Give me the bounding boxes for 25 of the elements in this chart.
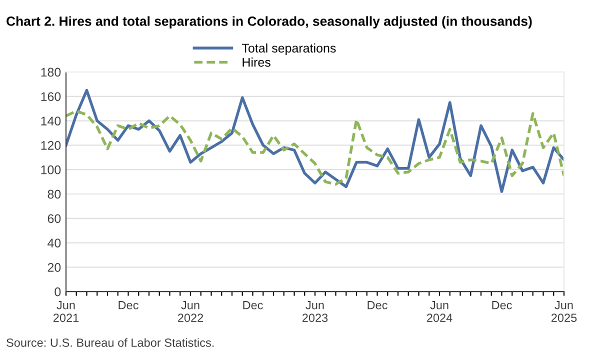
y-tick-label: 140 — [41, 116, 61, 126]
line-series — [66, 88, 564, 193]
y-tick-label: 180 — [41, 68, 61, 77]
x-tick-label: Jun 2024 — [426, 301, 452, 322]
x-tick-label: Dec — [118, 301, 138, 310]
y-tick-label: 120 — [41, 141, 61, 150]
line-series — [66, 110, 564, 186]
x-tick-label: Jun 2023 — [302, 301, 328, 322]
y-tick-label: 60 — [48, 214, 61, 224]
x-tick-label: Jun 2022 — [178, 301, 204, 322]
y-tick-label: 20 — [48, 263, 61, 272]
x-tick-label: Dec — [492, 301, 512, 310]
y-tick-label: 100 — [41, 165, 61, 174]
source-note: Source: U.S. Bureau of Labor Statistics. — [6, 338, 214, 347]
x-tick-label: Jun 2025 — [551, 301, 577, 322]
legend-label: Total separations — [242, 43, 336, 56]
chart-title: Chart 2. Hires and total separations in Colorado, seasonally adjusted (in thousands) — [6, 16, 532, 28]
y-tick-label: 80 — [48, 190, 61, 199]
legend-label: Hires — [242, 58, 270, 67]
y-tick-label: 160 — [41, 92, 61, 102]
y-tick-label: 40 — [48, 238, 61, 248]
x-tick-label: Dec — [243, 301, 263, 310]
x-tick-label: Jun 2021 — [53, 301, 79, 322]
y-tick-label: 0 — [54, 287, 61, 296]
x-tick-label: Dec — [368, 301, 388, 310]
